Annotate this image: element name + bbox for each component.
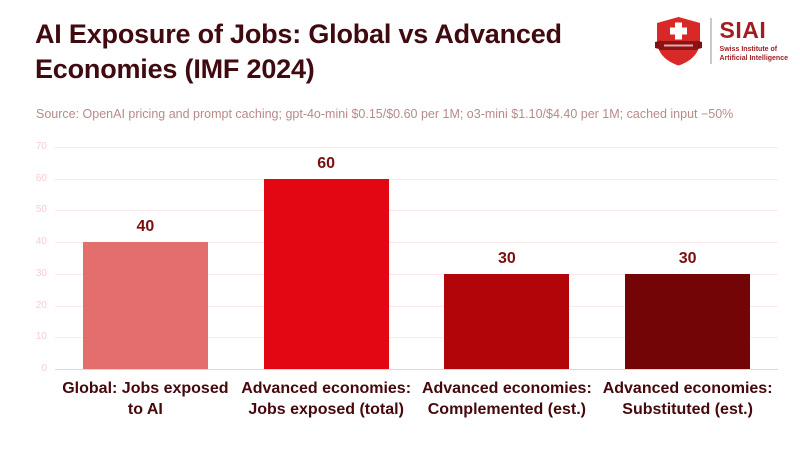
bar-value-label: 30 [678,249,697,267]
logo-divider [709,18,712,64]
y-tick-label: 10 [35,331,47,343]
gridline [55,305,778,307]
bar [82,242,208,369]
x-category-label: Advanced economies: Jobs exposed (total) [241,380,412,419]
logo-subtitle-line2: Artificial Intelligence [719,55,788,62]
gridline [55,178,778,180]
source-note: Source: OpenAI pricing and prompt cachin… [36,107,734,121]
gridline [55,147,778,148]
siai-shield-icon [654,17,702,66]
x-category-label: Advanced economies: Complemented (est.) [421,380,592,419]
bar [263,178,389,369]
logo-subtitle: Swiss Institute of Artificial Intelligenc… [720,45,788,63]
logo-text: SIAI Swiss Institute of Artificial Intell… [719,16,788,63]
y-tick-label: 20 [35,299,47,311]
logo-subtitle-line1: Swiss Institute of [719,45,778,53]
x-category-label: Global: Jobs exposed to AI [62,380,229,419]
gridline [55,337,778,339]
y-tick-label: 60 [35,172,47,184]
y-tick-label: 70 [35,141,47,152]
gridline [55,210,778,212]
y-tick-label: 0 [41,363,47,374]
bar-chart: 0 10 20 30 40 50 60 70 40 Global: Jobs exposed to… [0,140,800,450]
gridline [55,242,778,244]
siai-logo: SIAI Swiss Institute of Artificial Intell… [654,16,788,66]
bar-value-label: 30 [497,249,516,267]
y-tick-label: 30 [35,267,47,279]
bar-value-label: 60 [317,154,336,172]
y-tick-label: 40 [35,236,47,248]
page-title: AI Exposure of Jobs: Global vs Advanced … [35,19,562,84]
x-category-label: Advanced economies: Substituted (est.) [602,380,773,419]
x-axis-line [55,369,778,370]
y-tick-label: 50 [35,204,47,216]
gridline [55,273,778,275]
bar [444,273,570,369]
logo-wordmark: SIAI [719,16,767,43]
bar-value-label: 40 [136,218,155,236]
bar [625,273,751,369]
